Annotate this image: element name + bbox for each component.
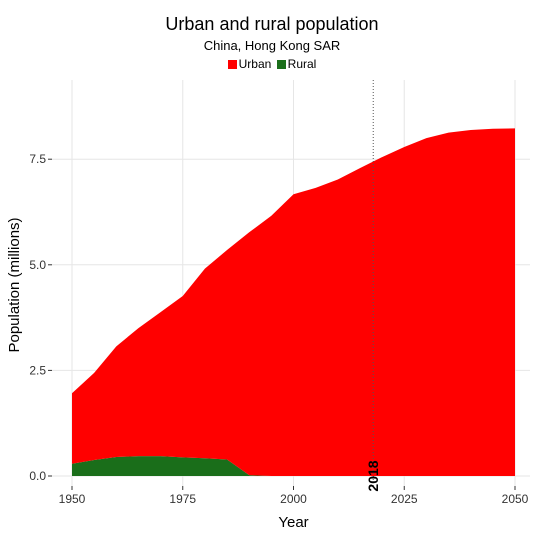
legend-swatch-urban bbox=[227, 59, 237, 69]
chart-subtitle: China, Hong Kong SAR bbox=[203, 38, 341, 53]
legend-item-rural[interactable]: Rural bbox=[276, 57, 317, 71]
area-rural bbox=[72, 456, 515, 476]
x-axis-title: Year bbox=[278, 514, 308, 531]
x-tick-label: 1975 bbox=[169, 492, 196, 506]
area-urban bbox=[72, 128, 515, 476]
x-tick-label: 2050 bbox=[502, 492, 529, 506]
y-axis-title: Population (millions) bbox=[6, 217, 23, 352]
x-tick-label: 2000 bbox=[280, 492, 307, 506]
x-tick-label: 1950 bbox=[59, 492, 86, 506]
legend-item-urban[interactable]: Urban bbox=[227, 57, 272, 71]
chart-title: Urban and rural population bbox=[165, 14, 379, 34]
y-tick-label: 7.5 bbox=[29, 152, 46, 166]
y-tick-label: 0.0 bbox=[29, 469, 46, 483]
y-tick-label: 5.0 bbox=[29, 258, 46, 272]
marker-label: 2018 bbox=[365, 460, 381, 491]
legend-label-rural: Rural bbox=[287, 57, 317, 71]
chart-legend: Urban Rural bbox=[0, 57, 544, 72]
y-tick-label: 2.5 bbox=[29, 363, 46, 377]
legend-label-urban: Urban bbox=[238, 57, 272, 71]
x-tick-label: 2025 bbox=[391, 492, 418, 506]
legend-swatch-rural bbox=[276, 59, 286, 69]
